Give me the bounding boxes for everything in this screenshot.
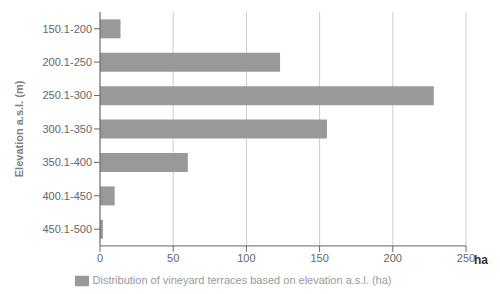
svg-text:100: 100: [237, 252, 255, 264]
svg-text:50: 50: [167, 252, 179, 264]
svg-text:250: 250: [457, 252, 475, 264]
svg-text:300.1-350: 300.1-350: [42, 123, 92, 135]
svg-text:0: 0: [97, 252, 103, 264]
svg-text:150: 150: [310, 252, 328, 264]
svg-text:350.1-400: 350.1-400: [42, 156, 92, 168]
svg-text:400.1-450: 400.1-450: [42, 190, 92, 202]
svg-text:200.1-250: 200.1-250: [42, 56, 92, 68]
svg-text:ha: ha: [474, 253, 488, 267]
svg-text:250.1-300: 250.1-300: [42, 89, 92, 101]
svg-text:200: 200: [384, 252, 402, 264]
svg-text:450.1-500: 450.1-500: [42, 223, 92, 235]
svg-text:150.1-200: 150.1-200: [42, 23, 92, 35]
html-text:Distribution of vineyard terra: Distribution of vineyard terraces based …: [92, 273, 392, 286]
svg-text:Elevation a.s.l. (m): Elevation a.s.l. (m): [13, 80, 25, 177]
